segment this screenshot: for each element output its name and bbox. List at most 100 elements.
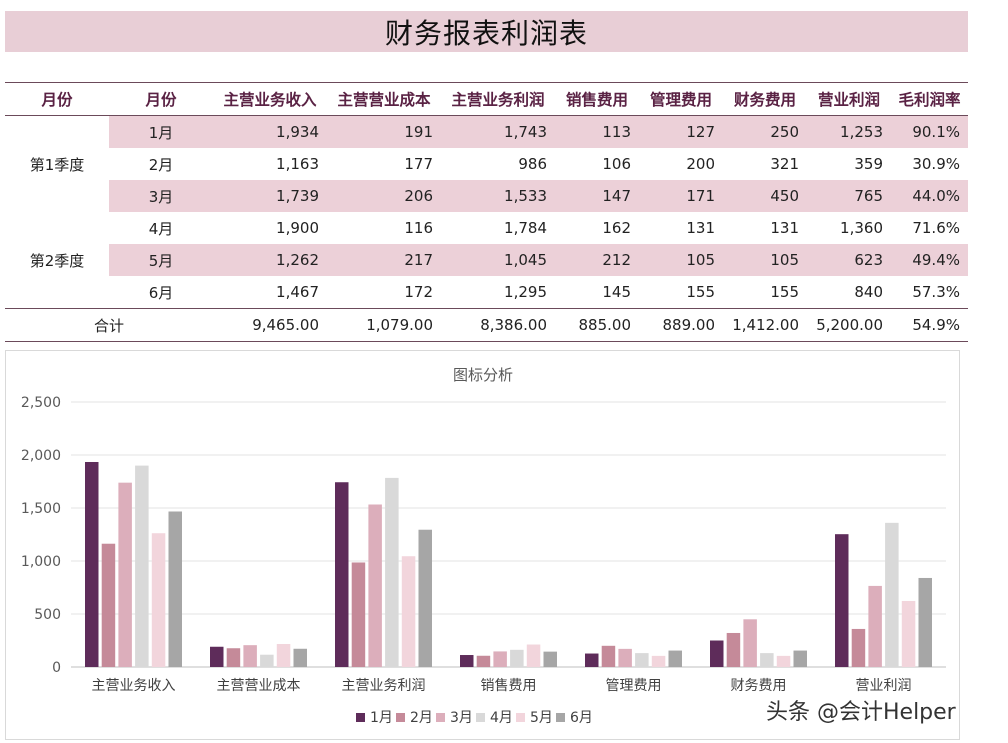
total-value-cell: 1,079.00: [327, 308, 441, 342]
bar: [885, 522, 899, 667]
value-cell: 1,163: [276, 155, 319, 173]
bar: [543, 651, 557, 667]
bar-chart: 图标分析 0 500 1,000 1,500 2,000 2,500 主营业务收入 主营营业成本…: [21, 366, 946, 726]
bar: [401, 556, 416, 667]
value-cell: 49.4%: [891, 244, 968, 276]
legend-label: 3月: [450, 710, 473, 726]
value-cell: 986: [518, 155, 547, 173]
value-cell: 1,900: [276, 219, 319, 237]
value-cell: 217: [327, 244, 441, 276]
value-cell: 44.0%: [891, 180, 968, 212]
month-cell: 3月: [109, 180, 213, 212]
bar: [368, 504, 382, 667]
bar: [776, 655, 791, 667]
value-cell: 71.6%: [912, 219, 960, 237]
table-row: 5月 1,262 217 1,045 212 105 105 623 49.4%: [5, 244, 968, 276]
legend-label: 5月: [530, 710, 553, 726]
bar: [918, 577, 932, 667]
bar: [418, 529, 432, 667]
value-cell: 177: [404, 155, 433, 173]
table-row: 2月 1,163 177 986 106 200 321 359 30.9%: [5, 148, 968, 180]
x-tick-label: 销售费用: [481, 678, 537, 694]
legend-swatch: [436, 713, 445, 722]
quarter-cell: 第1季度: [5, 115, 109, 212]
value-cell: 1,045: [441, 244, 555, 276]
table-row: 6月 1,467 172 1,295 145 155 155 840 57.3%: [5, 276, 968, 309]
title-bar: 财务报表利润表: [5, 11, 968, 52]
value-cell: 321: [770, 155, 799, 173]
header-cell: 财务费用: [723, 82, 807, 116]
bar: [243, 645, 257, 667]
month-cell: 4月: [148, 219, 174, 238]
bar: [85, 461, 99, 667]
legend-swatch: [556, 713, 565, 722]
bar: [635, 653, 649, 667]
legend-swatch: [356, 713, 365, 722]
header-cell: 主营业务收入: [213, 82, 327, 116]
x-tick-label: 主营营业成本: [217, 678, 301, 694]
value-cell: 359: [854, 155, 883, 173]
legend-label: 1月: [370, 710, 393, 726]
bar: [526, 644, 541, 667]
bar: [293, 648, 307, 667]
value-cell: 1,262: [213, 244, 327, 276]
value-cell: 1,467: [276, 283, 319, 301]
x-tick-label: 财务费用: [731, 678, 787, 694]
header-cell: 月份: [109, 82, 213, 116]
value-cell: 191: [327, 115, 441, 148]
month-cell: 5月: [109, 244, 213, 276]
bar: [101, 543, 116, 667]
value-cell: 1,295: [504, 283, 547, 301]
value-cell: 155: [686, 283, 715, 301]
value-cell: 212: [555, 244, 639, 276]
value-cell: 116: [404, 219, 433, 237]
bar: [668, 650, 682, 667]
value-cell: 106: [602, 155, 631, 173]
value-cell: 155: [770, 283, 799, 301]
bar: [851, 628, 866, 667]
bar: [476, 655, 491, 667]
y-tick-label: 1,500: [21, 501, 61, 517]
legend-label: 2月: [410, 710, 433, 726]
profit-table: 月份 月份 主营业务收入 主营营业成本 主营业务利润 销售费用 管理费用 财务费…: [5, 82, 968, 342]
bar: [493, 651, 507, 667]
bar: [385, 477, 399, 667]
bar: [118, 482, 132, 667]
value-cell: 250: [723, 115, 807, 148]
value-cell: 1,360: [840, 219, 883, 237]
bar: [351, 562, 366, 667]
table-header-row: 月份 月份 主营业务收入 主营营业成本 主营业务利润 销售费用 管理费用 财务费…: [5, 82, 968, 116]
chart-panel: 图标分析 0 500 1,000 1,500 2,000 2,500 主营业务收入 主营营业成本…: [5, 350, 960, 740]
x-tick-label: 营业利润: [856, 678, 912, 694]
table-row: 3月 1,739 206 1,533 147 171 450 765 44.0%: [5, 180, 968, 212]
value-cell: 1,743: [441, 115, 555, 148]
header-cell: 销售费用: [555, 82, 639, 116]
value-cell: 206: [327, 180, 441, 212]
bar: [168, 511, 182, 667]
bar: [510, 649, 524, 667]
header-cell: 毛利润率: [891, 82, 968, 116]
value-cell: 127: [639, 115, 723, 148]
bar: [760, 653, 774, 667]
header-cell: 月份: [5, 82, 109, 116]
value-cell: 623: [807, 244, 891, 276]
bar: [601, 645, 616, 667]
x-tick-label: 管理费用: [606, 678, 662, 694]
value-cell: 765: [807, 180, 891, 212]
value-cell: 840: [854, 283, 883, 301]
y-tick-label: 0: [52, 660, 61, 676]
value-cell: 200: [686, 155, 715, 173]
value-cell: 450: [723, 180, 807, 212]
bar: [710, 640, 724, 667]
total-value-cell: 8,386.00: [441, 308, 555, 342]
value-cell: 1,784: [504, 219, 547, 237]
bar: [135, 465, 149, 667]
bar: [726, 632, 741, 667]
value-cell: 147: [555, 180, 639, 212]
bar: [585, 653, 599, 667]
bar: [743, 619, 757, 667]
value-cell: 105: [639, 244, 723, 276]
header-cell: 营业利润: [807, 82, 891, 116]
y-tick-label: 500: [34, 607, 61, 623]
y-tick-label: 2,000: [21, 448, 61, 464]
